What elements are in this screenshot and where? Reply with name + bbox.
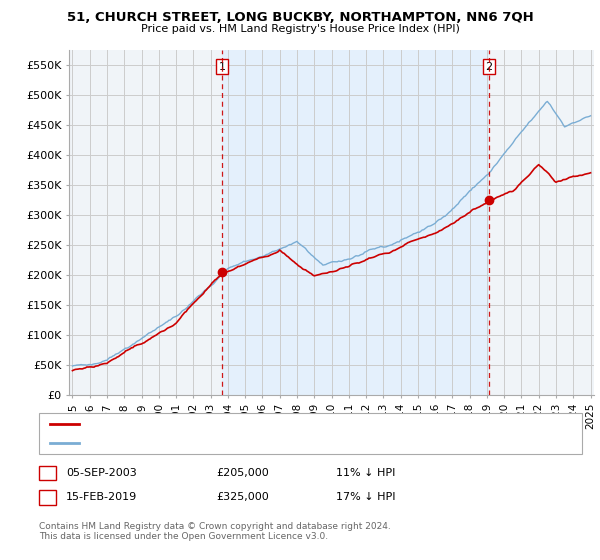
Text: 2: 2 xyxy=(485,62,493,72)
Text: 51, CHURCH STREET, LONG BUCKBY, NORTHAMPTON, NN6 7QH (detached house): 51, CHURCH STREET, LONG BUCKBY, NORTHAMP… xyxy=(86,419,485,429)
Text: 17% ↓ HPI: 17% ↓ HPI xyxy=(336,492,395,502)
Text: £325,000: £325,000 xyxy=(216,492,269,502)
Text: Contains HM Land Registry data © Crown copyright and database right 2024.
This d: Contains HM Land Registry data © Crown c… xyxy=(39,522,391,542)
Text: £205,000: £205,000 xyxy=(216,468,269,478)
Text: 2: 2 xyxy=(44,492,51,502)
Text: HPI: Average price, detached house, West Northamptonshire: HPI: Average price, detached house, West… xyxy=(86,438,383,447)
Text: 1: 1 xyxy=(218,62,226,72)
Text: 51, CHURCH STREET, LONG BUCKBY, NORTHAMPTON, NN6 7QH: 51, CHURCH STREET, LONG BUCKBY, NORTHAMP… xyxy=(67,11,533,24)
Bar xyxy=(222,50,489,395)
Text: 1: 1 xyxy=(44,468,51,478)
Text: 05-SEP-2003: 05-SEP-2003 xyxy=(66,468,137,478)
Text: 15-FEB-2019: 15-FEB-2019 xyxy=(66,492,137,502)
Text: Price paid vs. HM Land Registry's House Price Index (HPI): Price paid vs. HM Land Registry's House … xyxy=(140,24,460,34)
Text: 11% ↓ HPI: 11% ↓ HPI xyxy=(336,468,395,478)
